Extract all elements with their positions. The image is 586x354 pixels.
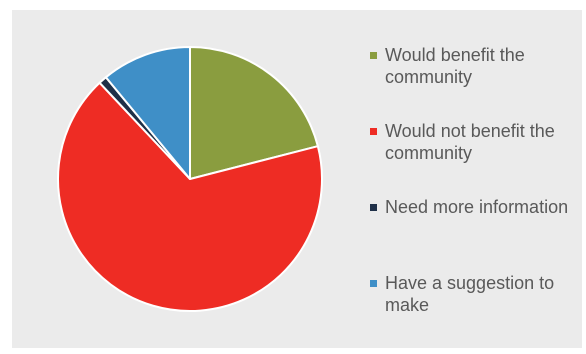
pie-slice-benefit [189,46,319,180]
legend-item-not-benefit: Would not benefit the community [370,120,582,164]
legend-label-need-info: Need more information [385,197,569,217]
legend-label-not-benefit: Would not benefit the community [385,121,555,163]
legend-swatch-not-benefit [370,128,377,135]
legend-swatch-need-info [370,204,377,211]
legend-label-suggestion: Have a suggestion to make [385,273,555,315]
pie-slice-suggestion [104,46,191,180]
legend-swatch-suggestion [370,280,377,287]
legend-swatch-benefit [370,52,377,59]
legend-item-need-info: Need more information [370,196,582,218]
pie-slices [57,46,323,312]
legend-item-suggestion: Have a suggestion to make [370,272,582,316]
legend-item-benefit: Would benefit the community [370,44,582,88]
legend-label-benefit: Would benefit the community [385,45,525,87]
pie-slice-not-benefit [57,81,323,312]
